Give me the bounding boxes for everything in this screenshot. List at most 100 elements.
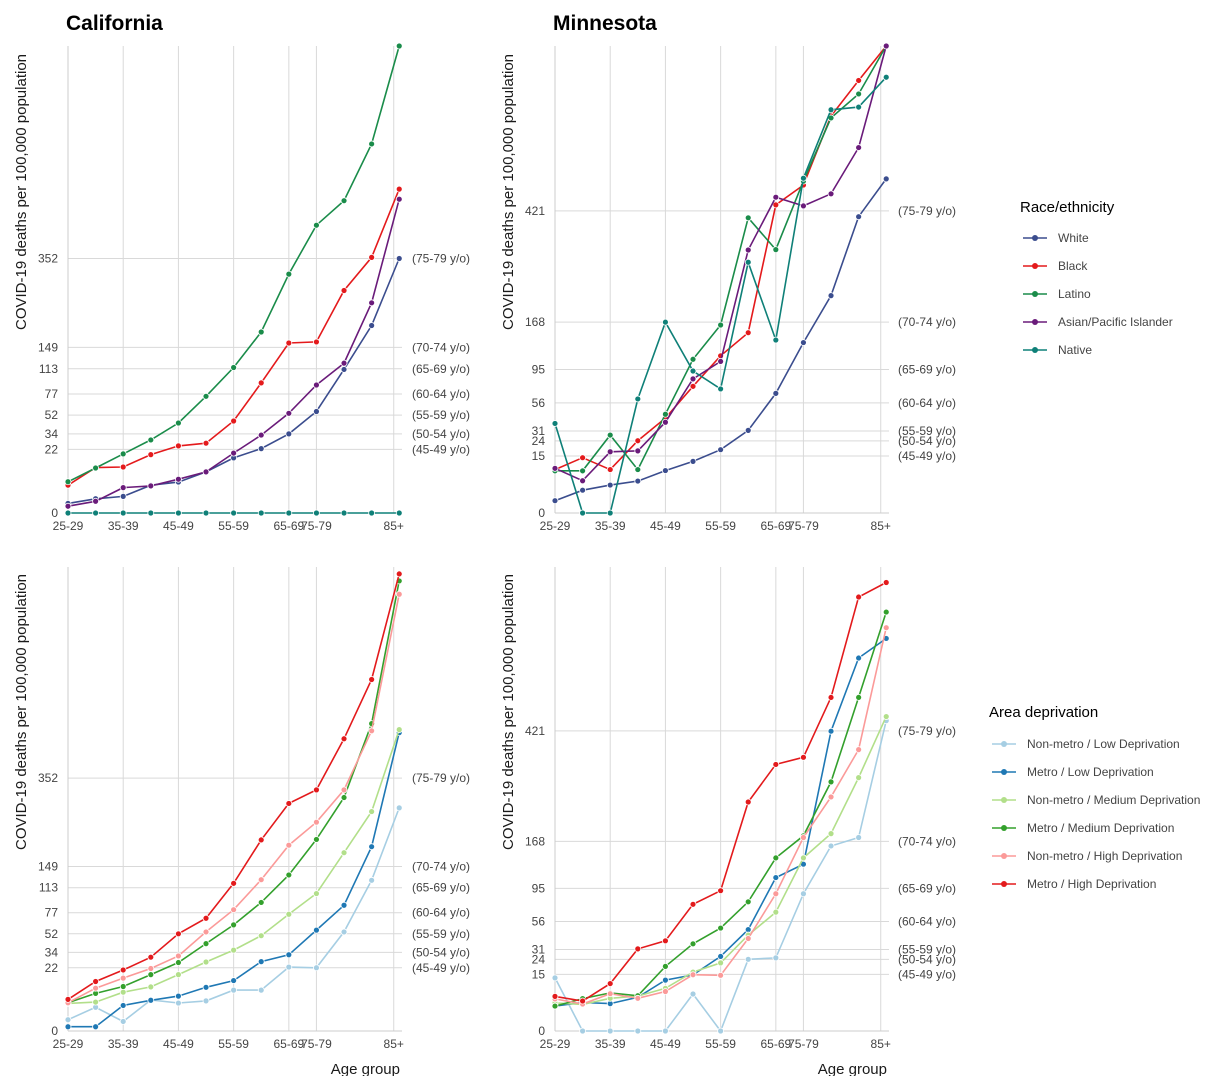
data-point-asian-pacific-islander bbox=[340, 359, 348, 367]
data-point-asian-pacific-islander bbox=[606, 448, 614, 456]
y-tick-label: 77 bbox=[45, 387, 59, 401]
data-point-non-metro-high-deprivation bbox=[119, 974, 127, 982]
data-point-black bbox=[147, 451, 155, 459]
age-annotation: (55-59 y/o) bbox=[898, 424, 956, 438]
data-point-metro-medium-deprivation bbox=[119, 983, 127, 990]
data-point-metro-medium-deprivation bbox=[855, 694, 863, 701]
x-tick-label: 45-49 bbox=[650, 1037, 681, 1051]
data-point-native bbox=[175, 509, 182, 517]
data-point-white bbox=[119, 492, 127, 500]
data-point-native bbox=[772, 336, 780, 344]
y-tick-label: 52 bbox=[45, 927, 59, 941]
x-tick-label: 65-69 bbox=[760, 1037, 791, 1051]
data-point-non-metro-high-deprivation bbox=[92, 984, 100, 992]
data-point-non-metro-medium-deprivation bbox=[772, 908, 780, 916]
data-point-non-metro-high-deprivation bbox=[662, 988, 669, 995]
data-point-non-metro-low-deprivation bbox=[119, 1018, 127, 1025]
data-point-metro-high-deprivation bbox=[551, 992, 559, 1000]
y-tick-label: 15 bbox=[532, 449, 546, 463]
age-annotation: (60-64 y/o) bbox=[898, 915, 956, 929]
data-point-native bbox=[147, 509, 155, 517]
data-point-metro-low-deprivation bbox=[717, 953, 725, 960]
legend-label-metro-medium-deprivation: Metro / Medium Deprivation bbox=[1027, 821, 1174, 835]
y-tick-label: 168 bbox=[525, 834, 545, 848]
data-point-black bbox=[634, 437, 642, 445]
data-point-metro-medium-deprivation bbox=[882, 608, 890, 616]
data-point-latino bbox=[202, 392, 210, 400]
data-point-native bbox=[230, 509, 238, 517]
data-point-latino bbox=[606, 431, 614, 439]
data-point-asian-pacific-islander bbox=[634, 447, 642, 455]
data-point-non-metro-high-deprivation bbox=[800, 834, 807, 841]
x-tick-label: 75-79 bbox=[301, 519, 332, 533]
x-tick-label: 75-79 bbox=[788, 1037, 819, 1051]
data-point-black bbox=[855, 77, 863, 84]
data-point-metro-low-deprivation bbox=[257, 958, 265, 966]
data-point-metro-medium-deprivation bbox=[551, 1002, 559, 1010]
data-point-asian-pacific-islander bbox=[285, 409, 293, 417]
age-annotation: (75-79 y/o) bbox=[898, 724, 956, 738]
data-point-non-metro-high-deprivation bbox=[689, 971, 697, 979]
y-tick-label: 31 bbox=[532, 943, 546, 957]
age-annotation: (55-59 y/o) bbox=[898, 943, 956, 957]
x-tick-label: 85+ bbox=[871, 1037, 891, 1051]
data-point-black bbox=[395, 185, 403, 193]
legend-marker-native bbox=[1032, 347, 1038, 353]
data-point-black bbox=[119, 463, 127, 471]
data-point-non-metro-medium-deprivation bbox=[202, 958, 210, 966]
y-axis-label-bottom-left: COVID-19 deaths per 100,000 population bbox=[13, 574, 30, 850]
data-point-metro-high-deprivation bbox=[257, 836, 265, 844]
data-point-latino bbox=[64, 478, 72, 486]
data-point-metro-medium-deprivation bbox=[202, 940, 210, 948]
data-point-non-metro-low-deprivation bbox=[717, 1027, 725, 1035]
data-point-native bbox=[634, 395, 642, 403]
data-point-non-metro-high-deprivation bbox=[606, 990, 614, 998]
data-point-asian-pacific-islander bbox=[855, 144, 863, 151]
y-tick-label: 24 bbox=[532, 952, 546, 966]
data-point-latino bbox=[368, 140, 376, 148]
legend-area-deprivation: Area deprivation Non-metro / Low Depriva… bbox=[989, 704, 1200, 891]
data-point-non-metro-medium-deprivation bbox=[313, 890, 320, 897]
data-point-metro-high-deprivation bbox=[64, 995, 72, 1003]
y-tick-label: 0 bbox=[538, 1024, 545, 1038]
data-point-native bbox=[744, 258, 752, 266]
data-point-latino bbox=[855, 90, 863, 98]
data-point-metro-low-deprivation bbox=[92, 1023, 100, 1031]
data-point-native bbox=[579, 509, 587, 517]
data-point-latino bbox=[662, 410, 669, 418]
data-point-non-metro-high-deprivation bbox=[257, 876, 265, 884]
age-annotation: (70-74 y/o) bbox=[412, 340, 470, 354]
age-annotation: (60-64 y/o) bbox=[898, 396, 956, 410]
data-point-metro-high-deprivation bbox=[313, 786, 320, 794]
data-point-metro-medium-deprivation bbox=[340, 794, 348, 801]
data-point-non-metro-high-deprivation bbox=[827, 793, 835, 801]
data-point-native bbox=[202, 509, 210, 517]
data-point-black bbox=[744, 329, 752, 337]
y-tick-label: 31 bbox=[532, 424, 546, 438]
data-point-asian-pacific-islander bbox=[551, 464, 559, 472]
data-point-metro-high-deprivation bbox=[717, 887, 725, 895]
data-point-metro-high-deprivation bbox=[634, 945, 642, 953]
data-point-metro-high-deprivation bbox=[579, 997, 587, 1005]
y-tick-label: 34 bbox=[45, 427, 59, 441]
data-point-non-metro-low-deprivation bbox=[827, 842, 835, 850]
x-tick-label: 35-39 bbox=[595, 519, 626, 533]
age-annotation: (75-79 y/o) bbox=[412, 771, 470, 785]
x-tick-label: 85+ bbox=[871, 519, 891, 533]
data-point-asian-pacific-islander bbox=[92, 497, 100, 505]
data-point-metro-medium-deprivation bbox=[717, 924, 725, 932]
age-annotation: (65-69 y/o) bbox=[412, 881, 470, 895]
legend-label-non-metro-low-deprivation: Non-metro / Low Deprivation bbox=[1027, 737, 1180, 751]
y-tick-label: 95 bbox=[532, 881, 546, 895]
x-tick-label: 55-59 bbox=[705, 1037, 736, 1051]
x-tick-label: 75-79 bbox=[301, 1037, 332, 1051]
legend-marker-metro-medium-deprivation bbox=[1001, 825, 1007, 831]
data-point-non-metro-high-deprivation bbox=[175, 952, 182, 960]
age-annotation: (65-69 y/o) bbox=[898, 881, 956, 895]
data-point-asian-pacific-islander bbox=[147, 482, 155, 490]
legend-title: Area deprivation bbox=[989, 704, 1098, 721]
data-point-black bbox=[340, 287, 348, 294]
data-point-metro-low-deprivation bbox=[855, 654, 863, 662]
data-point-asian-pacific-islander bbox=[395, 195, 403, 203]
